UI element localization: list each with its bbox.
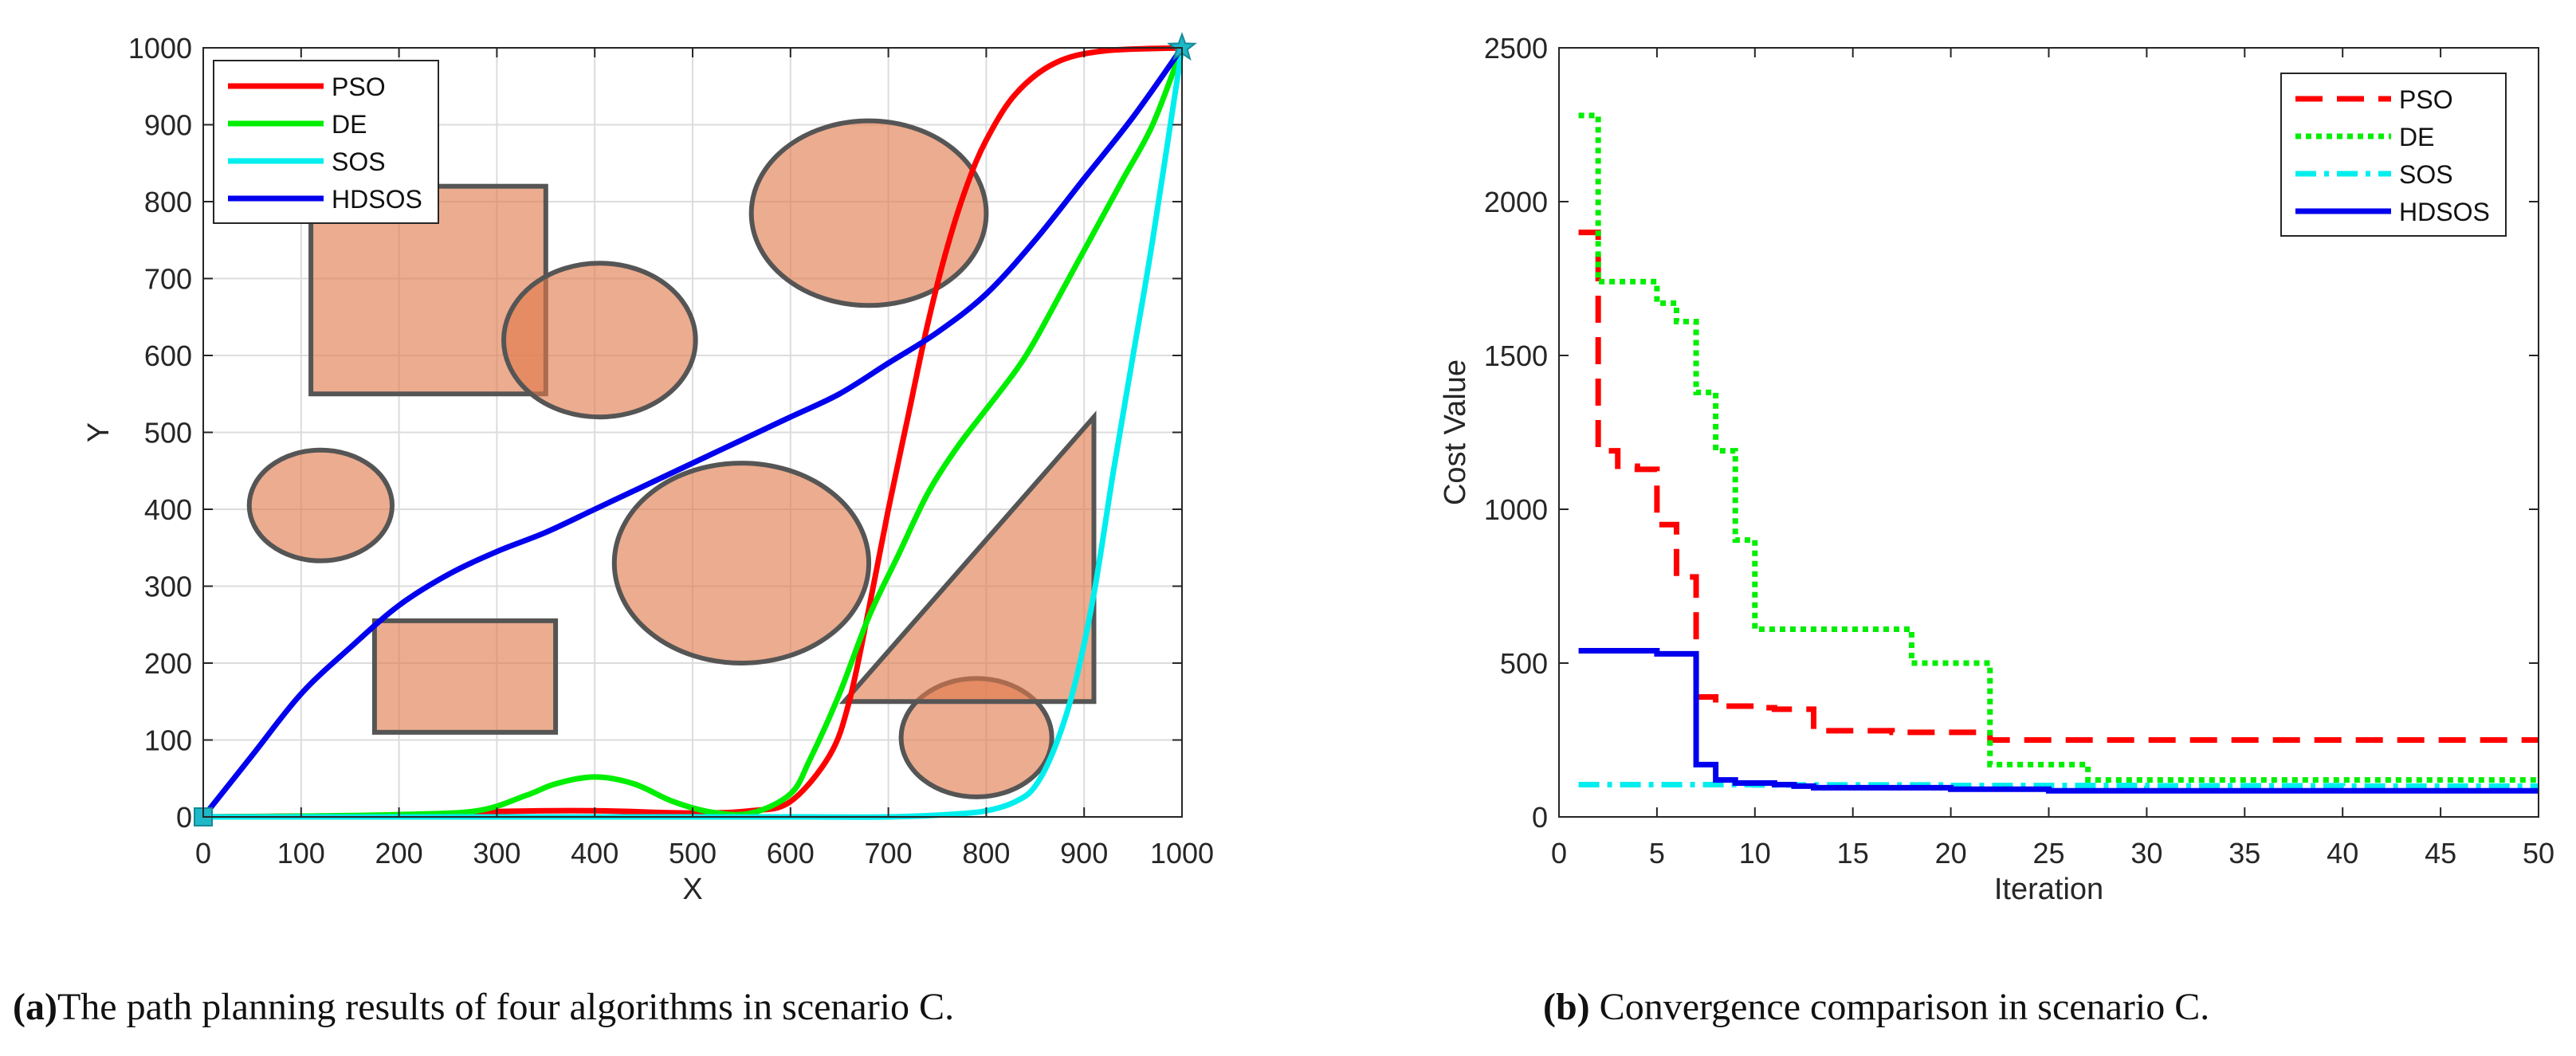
a-y-tick-label: 600 (144, 340, 192, 372)
a-x-tick-label: 500 (669, 837, 717, 870)
cost-curve-pso (1578, 230, 2539, 743)
b-x-tick-label: 30 (2130, 837, 2162, 870)
b-legend-label-sos: SOS (2399, 160, 2453, 189)
b-y-tick-label: 1000 (1484, 493, 1548, 526)
b-x-tick-label: 5 (1649, 837, 1665, 870)
caption-b-text: Convergence comparison in scenario C. (1599, 986, 2210, 1028)
a-legend-label-sos: SOS (332, 147, 386, 176)
cost-curve-de (1578, 112, 2539, 783)
a-y-axis-label: Y (82, 422, 116, 442)
b-x-tick-label: 15 (1837, 837, 1869, 870)
caption-b: (b) Convergence comparison in scenario C… (1543, 985, 2209, 1029)
a-y-tick-label: 900 (144, 109, 192, 142)
caption-b-label: (b) (1543, 986, 1590, 1028)
a-legend-label-de: DE (332, 110, 367, 139)
b-x-tick-label: 25 (2032, 837, 2064, 870)
a-y-tick-label: 700 (144, 263, 192, 296)
b-x-tick-label: 20 (1935, 837, 1967, 870)
path-planning-chart: 0 100 200 300 400 500 600 700 800 900 1000 0 100 200 3… (82, 32, 1214, 906)
a-x-tick-label: 600 (767, 837, 815, 870)
obstacle-rect (371, 618, 559, 735)
b-x-tick-label: 50 (2523, 837, 2554, 870)
a-x-tick-label: 0 (195, 837, 211, 870)
b-x-tick-label: 45 (2425, 837, 2456, 870)
a-x-tick-label: 200 (375, 837, 423, 870)
path-de (200, 45, 1185, 820)
a-x-tick-label: 100 (277, 837, 325, 870)
b-legend-label-pso: PSO (2399, 85, 2453, 114)
caption-a: (a)The path planning results of four alg… (13, 985, 954, 1029)
a-x-tick-label: 700 (865, 837, 913, 870)
obstacle-ellipse (501, 261, 698, 420)
b-legend-label-hdsos: HDSOS (2399, 198, 2490, 226)
a-legend-label-pso: PSO (332, 73, 386, 101)
a-y-tick-label: 400 (144, 493, 192, 526)
a-y-tick-label: 500 (144, 417, 192, 449)
obstacle-ellipse (748, 118, 989, 308)
a-y-tick-label: 100 (144, 724, 192, 757)
b-x-tick-label: 0 (1551, 837, 1567, 870)
a-y-tick-label: 300 (144, 571, 192, 603)
b-x-axis-label: Iteration (1994, 873, 2103, 906)
b-y-axis-label: Cost Value (1439, 359, 1472, 505)
obstacle-triangle (838, 410, 1097, 705)
path-pso (200, 45, 1185, 820)
a-x-tick-label: 900 (1060, 837, 1108, 870)
b-legend-label-de: DE (2399, 123, 2434, 151)
caption-a-text: The path planning results of four algori… (57, 986, 955, 1028)
b-y-tick-label: 1500 (1484, 340, 1548, 372)
b-y-tick-label: 500 (1500, 647, 1548, 680)
a-x-tick-label: 1000 (1150, 837, 1214, 870)
convergence-chart: 0 5 10 15 20 25 30 35 40 45 5005001000150020002500… (1439, 32, 2554, 906)
b-x-tick-label: 10 (1739, 837, 1771, 870)
b-y-tick-label: 2500 (1484, 32, 1548, 65)
b-y-tick-label: 0 (1532, 801, 1548, 834)
cost-curve-hdsos (1578, 648, 2539, 794)
a-y-tick-label: 200 (144, 647, 192, 680)
a-x-tick-label: 300 (473, 837, 520, 870)
a-x-tick-label: 400 (571, 837, 618, 870)
obstacle-ellipse (246, 447, 395, 563)
a-y-tick-label: 0 (176, 801, 192, 834)
b-x-tick-label: 35 (2228, 837, 2260, 870)
b-y-tick-label: 2000 (1484, 186, 1548, 218)
path-hdsos (200, 45, 1185, 820)
b-x-tick-label: 40 (2327, 837, 2358, 870)
a-y-tick-label: 1000 (128, 32, 192, 65)
a-x-axis-label: X (682, 873, 702, 906)
a-legend-label-hdsos: HDSOS (332, 185, 422, 214)
a-y-tick-label: 800 (144, 186, 192, 218)
a-x-tick-label: 800 (962, 837, 1010, 870)
caption-a-label: (a) (13, 986, 57, 1028)
obstacle-ellipse (611, 461, 872, 665)
